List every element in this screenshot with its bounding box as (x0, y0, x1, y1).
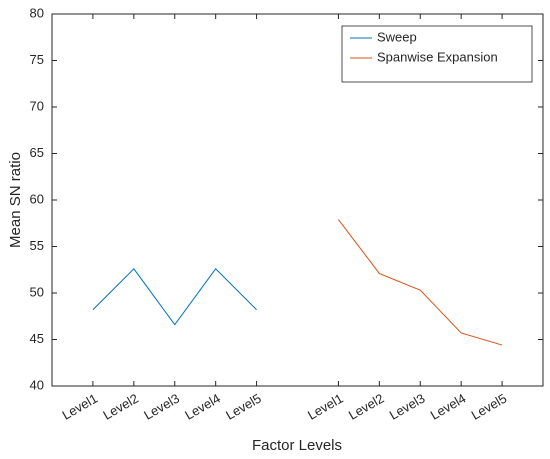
x-axis-label: Factor Levels (252, 437, 342, 454)
legend-box (341, 25, 533, 83)
y-tick-label: 45 (30, 331, 44, 346)
y-tick-label: 55 (30, 238, 44, 253)
y-tick-label: 80 (30, 5, 44, 20)
y-tick-label: 65 (30, 145, 44, 160)
y-tick-label: 70 (30, 98, 44, 113)
line (338, 219, 503, 346)
y-tick-label: 75 (30, 52, 44, 67)
legend-label: Spanwise Expansion (377, 49, 498, 64)
y-tick-label: 60 (30, 191, 44, 206)
line (92, 268, 257, 326)
y-axis-label: Mean SN ratio (7, 152, 24, 248)
plot-frame (51, 13, 544, 387)
legend-label: Sweep (377, 29, 417, 44)
y-tick-label: 40 (30, 377, 44, 392)
y-tick-label: 50 (30, 284, 44, 299)
